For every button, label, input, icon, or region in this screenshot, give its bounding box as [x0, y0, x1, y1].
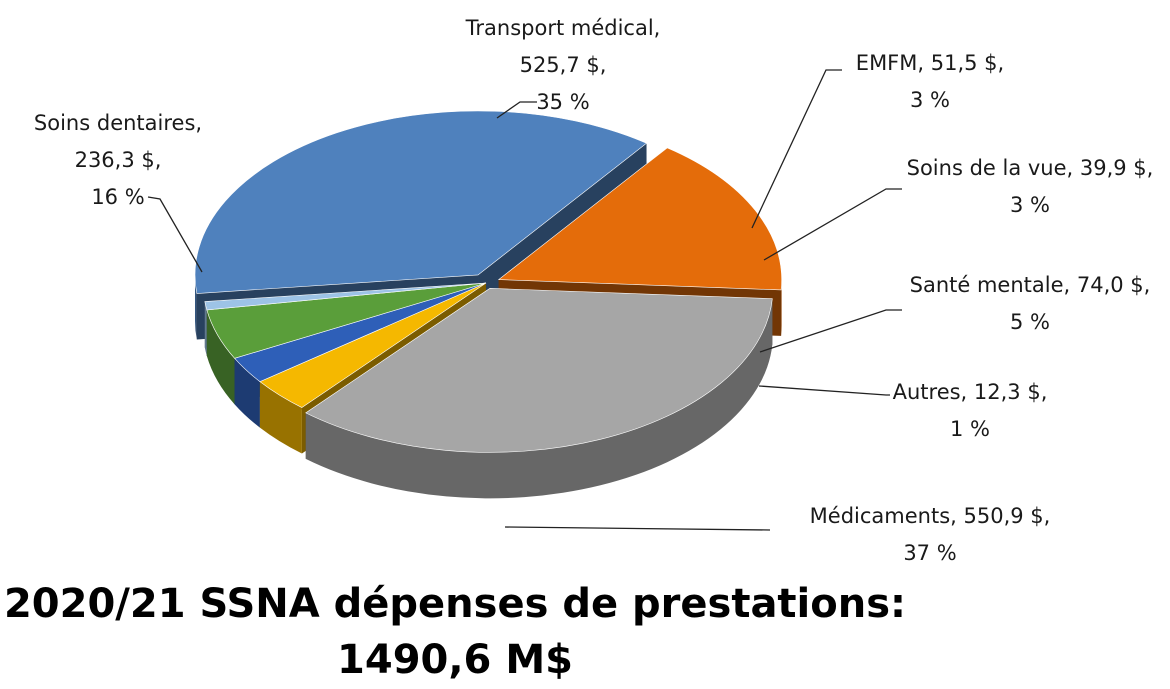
data-label-transport-medical: 525,7 $,	[520, 53, 607, 77]
leader-lines	[147, 69, 902, 531]
data-label-medicaments: Médicaments, 550,9 $,	[810, 504, 1051, 528]
slice-autres	[204, 282, 487, 311]
slice-side-sante-mentale	[206, 309, 235, 405]
data-label-autres: Autres, 12,3 $,	[893, 380, 1048, 404]
slice-side-emfm	[259, 381, 302, 454]
data-label-sante-mentale: 5 %	[1010, 310, 1050, 334]
data-label-emfm: EMFM, 51,5 $,	[856, 51, 1004, 75]
data-label-medicaments: 37 %	[903, 541, 956, 565]
slice-side-autres	[204, 301, 207, 356]
leader-line-soins-de-la-vue	[763, 188, 902, 261]
data-label-transport-medical: Transport médical,	[465, 16, 661, 40]
slice-soins-dentaires	[497, 147, 782, 291]
leader-line-emfm	[751, 69, 842, 229]
data-label-sante-mentale: Santé mentale, 74,0 $,	[910, 273, 1151, 297]
slice-side-soins-dentaires	[781, 279, 782, 336]
pie-top-layer	[194, 110, 782, 453]
leader-line-transport-medical	[496, 101, 537, 119]
data-label-autres: 1 %	[950, 417, 990, 441]
slice-labels: Médicaments, 550,9 $, 37 % Soins dentaires…	[34, 16, 1153, 565]
data-label-soins-dentaires: Soins dentaires,	[34, 111, 202, 135]
leader-line-medicaments	[504, 526, 771, 531]
leader-line-sante-mentale	[759, 309, 902, 353]
chart-title: 2020/21 SSNA dépenses de prestations:	[3, 581, 907, 627]
data-label-soins-de-la-vue: Soins de la vue, 39,9 $,	[907, 156, 1154, 180]
data-label-emfm: 3 %	[910, 88, 950, 112]
leader-line-soins-dentaires	[147, 196, 203, 273]
data-label-soins-dentaires: 16 %	[91, 185, 144, 209]
slice-side-soins-de-la-vue	[234, 358, 260, 428]
data-label-soins-dentaires: 236,3 $,	[75, 148, 162, 172]
slice-transport-medical	[305, 288, 773, 453]
data-label-transport-medical: 35 %	[536, 90, 589, 114]
chart-subtitle: 1490,6 M$	[337, 637, 573, 683]
data-label-soins-de-la-vue: 3 %	[1010, 193, 1050, 217]
leader-line-autres	[758, 385, 890, 396]
slice-medicaments	[194, 110, 648, 294]
slice-side-transport-medical	[305, 298, 773, 499]
